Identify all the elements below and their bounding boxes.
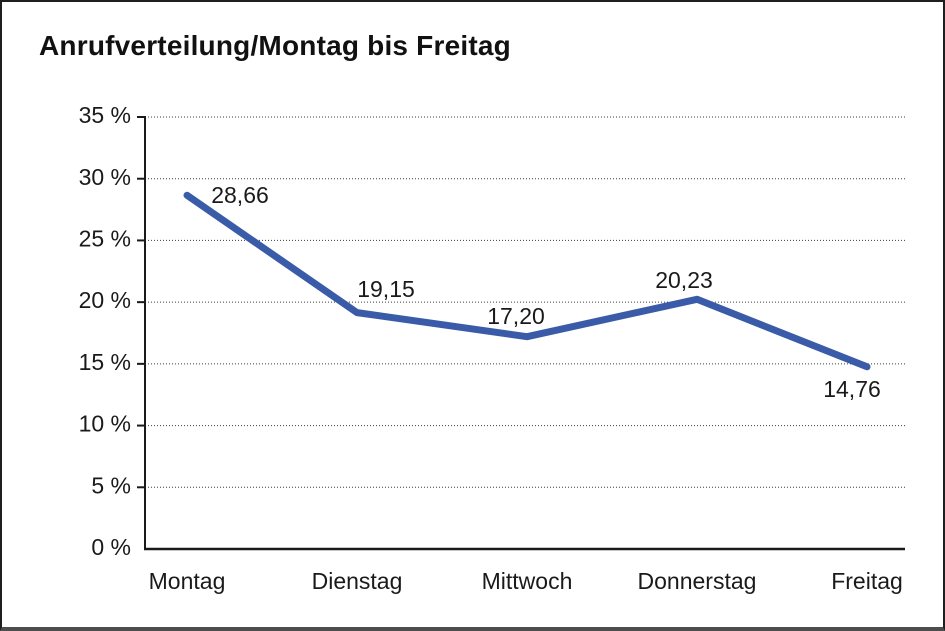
- data-point-label: 20,23: [655, 267, 713, 293]
- category-label: Dienstag: [312, 568, 403, 594]
- category-label: Montag: [149, 568, 226, 594]
- data-point-label: 17,20: [487, 303, 545, 329]
- data-point-label: 19,15: [357, 276, 415, 302]
- category-label: Freitag: [831, 568, 903, 594]
- y-tick-label: 35 %: [79, 102, 131, 128]
- category-label: Mittwoch: [482, 568, 573, 594]
- series-line: [183, 191, 871, 371]
- chart-title: Anrufverteilung/Montag bis Freitag: [39, 30, 511, 61]
- y-tick-label: 25 %: [79, 226, 131, 252]
- y-tick-label: 15 %: [79, 349, 131, 375]
- y-tick-label: 0 %: [91, 534, 131, 560]
- y-tick-label: 20 %: [79, 287, 131, 313]
- category-label: Donnerstag: [638, 568, 757, 594]
- y-tick-label: 5 %: [91, 472, 131, 498]
- data-point-label: 14,76: [823, 376, 881, 402]
- y-tick-label: 10 %: [79, 411, 131, 437]
- data-point-label: 28,66: [211, 182, 269, 208]
- y-tick-label: 30 %: [79, 164, 131, 190]
